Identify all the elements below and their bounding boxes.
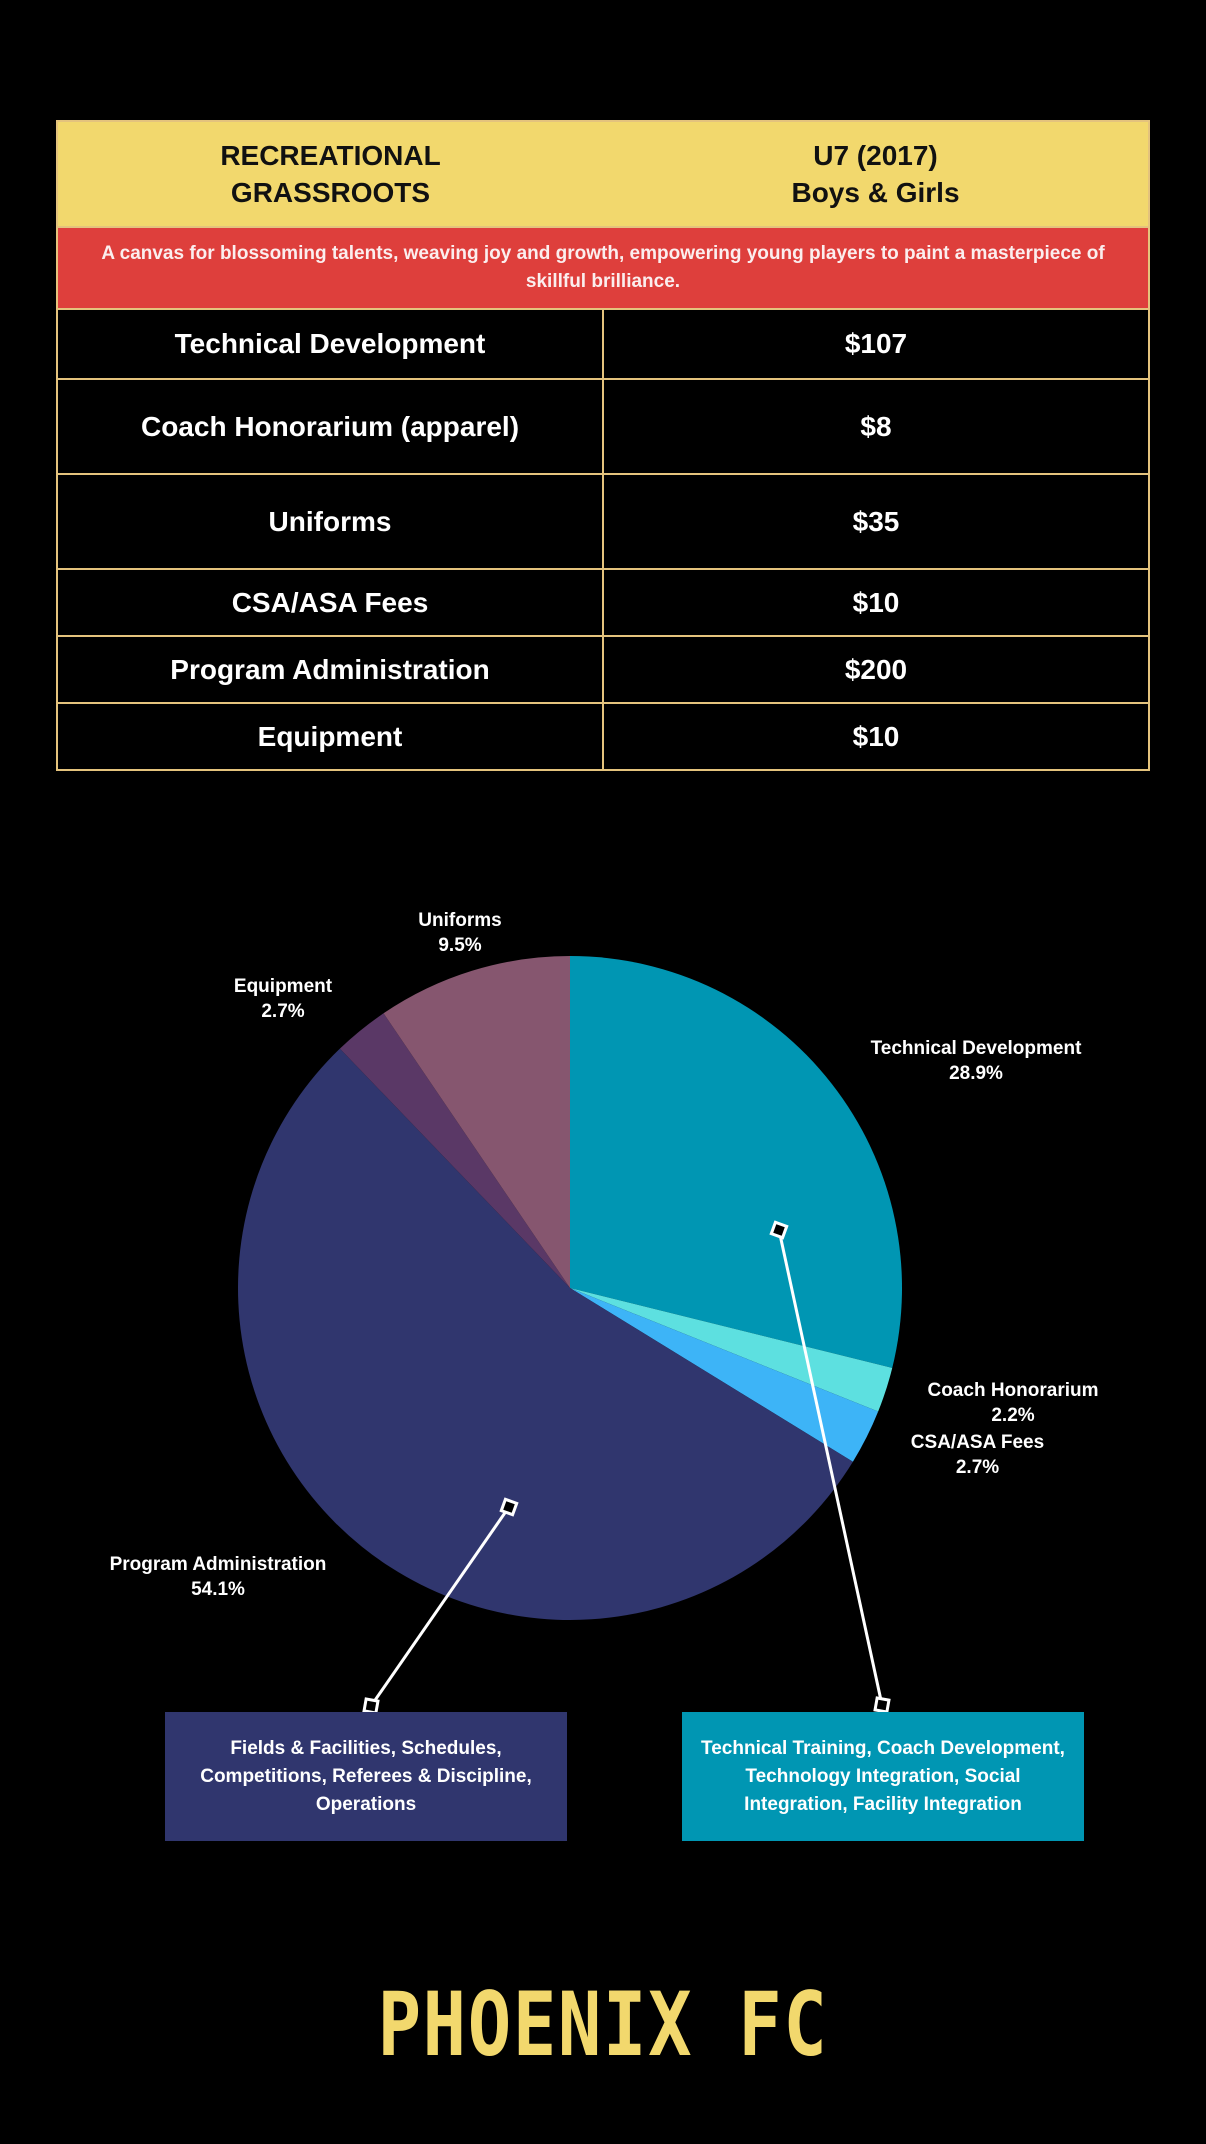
technical-development-leader-marker	[873, 1696, 891, 1714]
pie-slice-technical-development	[570, 956, 903, 1368]
slice-name: Program Administration	[109, 1554, 327, 1575]
slice-percentage: 2.2%	[991, 1405, 1035, 1426]
slice-name: Technical Development	[870, 1038, 1082, 1059]
program-administration-leader-marker	[499, 1497, 519, 1517]
fee-row-program-administration: Program Administration $200	[58, 635, 1148, 702]
pie-slice-equipment	[339, 1013, 570, 1288]
fee-table: RECREATIONAL GRASSROOTS U7 (2017) Boys &…	[56, 120, 1150, 771]
program-type-line-1: RECREATIONAL	[220, 140, 441, 171]
slice-label-csa-asa-fees: CSA/ASA Fees 2.7%	[900, 1430, 1055, 1480]
fee-item-price: $107	[844, 328, 908, 359]
slice-label-program-administration: Program Administration 54.1%	[96, 1552, 340, 1602]
age-group-line-1: U7 (2017)	[813, 140, 938, 171]
fee-row-technical-development: Technical Development $107	[58, 308, 1148, 378]
fee-item-price: $8	[860, 410, 892, 442]
age-group-line-2: Boys & Girls	[791, 177, 960, 208]
technical-development-leader-marker	[769, 1220, 789, 1240]
slice-percentage: 9.5%	[438, 935, 482, 956]
slice-label-coach-honorarium: Coach Honorarium 2.2%	[918, 1378, 1108, 1428]
phoenix-fc-logo: PHOENIX FC	[377, 1973, 829, 2076]
fee-item-name: Program Administration	[58, 637, 604, 702]
fee-item-price: $10	[852, 586, 900, 618]
fee-item-price: $10	[852, 720, 900, 752]
slice-name: Coach Honorarium	[927, 1380, 1099, 1401]
slice-percentage: 28.9%	[949, 1063, 1003, 1084]
slice-label-equipment: Equipment 2.7%	[203, 974, 363, 1024]
fee-item-name: Equipment	[58, 704, 604, 769]
slice-name: Uniforms	[418, 910, 502, 931]
callout-leader-lines	[362, 1220, 891, 1715]
fee-item-name: Technical Development	[58, 310, 604, 378]
pie-slices	[238, 956, 903, 1620]
program-type-line-2: GRASSROOTS	[230, 177, 431, 208]
program-administration-leader-marker	[362, 1697, 380, 1715]
fee-item-name: Coach Honorarium (apparel)	[58, 380, 604, 473]
fee-row-uniforms: Uniforms $35	[58, 473, 1148, 568]
slice-percentage: 2.7%	[955, 1457, 1000, 1478]
pie-slice-csa-asa-fees	[570, 1288, 879, 1462]
fee-item-price: $35	[852, 505, 900, 537]
fee-row-coach-honorarium: Coach Honorarium (apparel) $8	[58, 378, 1148, 473]
technical-development-leader-line	[777, 1229, 884, 1706]
technical-development-callout: Technical Training, Coach Development, T…	[682, 1712, 1084, 1841]
fee-item-name: CSA/ASA Fees	[58, 570, 604, 635]
fee-row-csa-asa-fees: CSA/ASA Fees $10	[58, 568, 1148, 635]
fee-row-equipment: Equipment $10	[58, 702, 1148, 769]
program-tagline: A canvas for blossoming talents, weaving…	[58, 226, 1148, 308]
slice-name: Equipment	[233, 976, 333, 997]
fee-item-price: $200	[844, 653, 908, 685]
slice-label-technical-development: Technical Development 28.9%	[861, 1036, 1091, 1086]
age-group-heading: U7 (2017) Boys & Girls	[603, 122, 1148, 226]
program-administration-leader-line	[369, 1506, 511, 1707]
pie-slice-program-administration	[238, 1048, 853, 1620]
slice-name: CSA/ASA Fees	[910, 1432, 1045, 1453]
fee-item-name: Uniforms	[58, 475, 604, 568]
program-administration-callout: Fields & Facilities, Schedules, Competit…	[165, 1712, 567, 1841]
program-type-heading: RECREATIONAL GRASSROOTS	[58, 122, 603, 226]
slice-percentage: 54.1%	[191, 1579, 245, 1600]
table-header: RECREATIONAL GRASSROOTS U7 (2017) Boys &…	[58, 122, 1148, 226]
pie-slice-uniforms	[383, 956, 570, 1288]
slice-percentage: 2.7%	[261, 1001, 305, 1022]
slice-label-uniforms: Uniforms 9.5%	[380, 908, 540, 958]
